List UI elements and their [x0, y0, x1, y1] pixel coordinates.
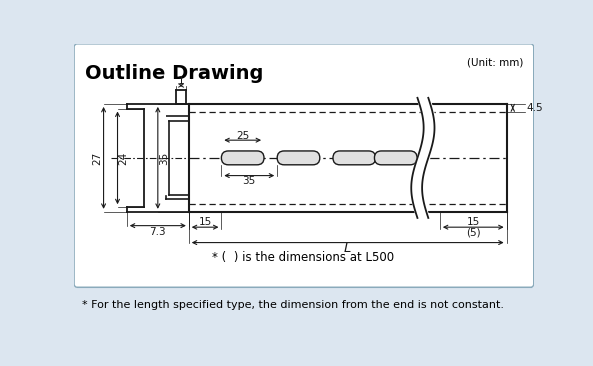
Text: (5): (5) — [466, 228, 480, 238]
Text: (Unit: mm): (Unit: mm) — [467, 58, 524, 68]
Text: 35: 35 — [243, 176, 256, 186]
Text: * For the length specified type, the dimension from the end is not constant.: * For the length specified type, the dim… — [82, 299, 504, 310]
Text: 27: 27 — [93, 151, 103, 164]
Text: 1: 1 — [178, 76, 184, 86]
FancyBboxPatch shape — [221, 151, 264, 165]
Text: L: L — [344, 242, 352, 255]
Text: 24: 24 — [118, 151, 128, 164]
Text: * (  ) is the dimensions at L500: * ( ) is the dimensions at L500 — [212, 251, 394, 265]
Text: 15: 15 — [467, 217, 480, 227]
Text: Outline Drawing: Outline Drawing — [85, 64, 263, 83]
FancyBboxPatch shape — [374, 151, 417, 165]
Text: 7.3: 7.3 — [149, 227, 166, 237]
Text: 25: 25 — [236, 131, 249, 141]
FancyBboxPatch shape — [74, 44, 534, 287]
Text: 15: 15 — [199, 217, 212, 227]
FancyBboxPatch shape — [277, 151, 320, 165]
Text: 35: 35 — [159, 151, 169, 164]
Text: 4.5: 4.5 — [527, 103, 543, 113]
FancyBboxPatch shape — [333, 151, 375, 165]
